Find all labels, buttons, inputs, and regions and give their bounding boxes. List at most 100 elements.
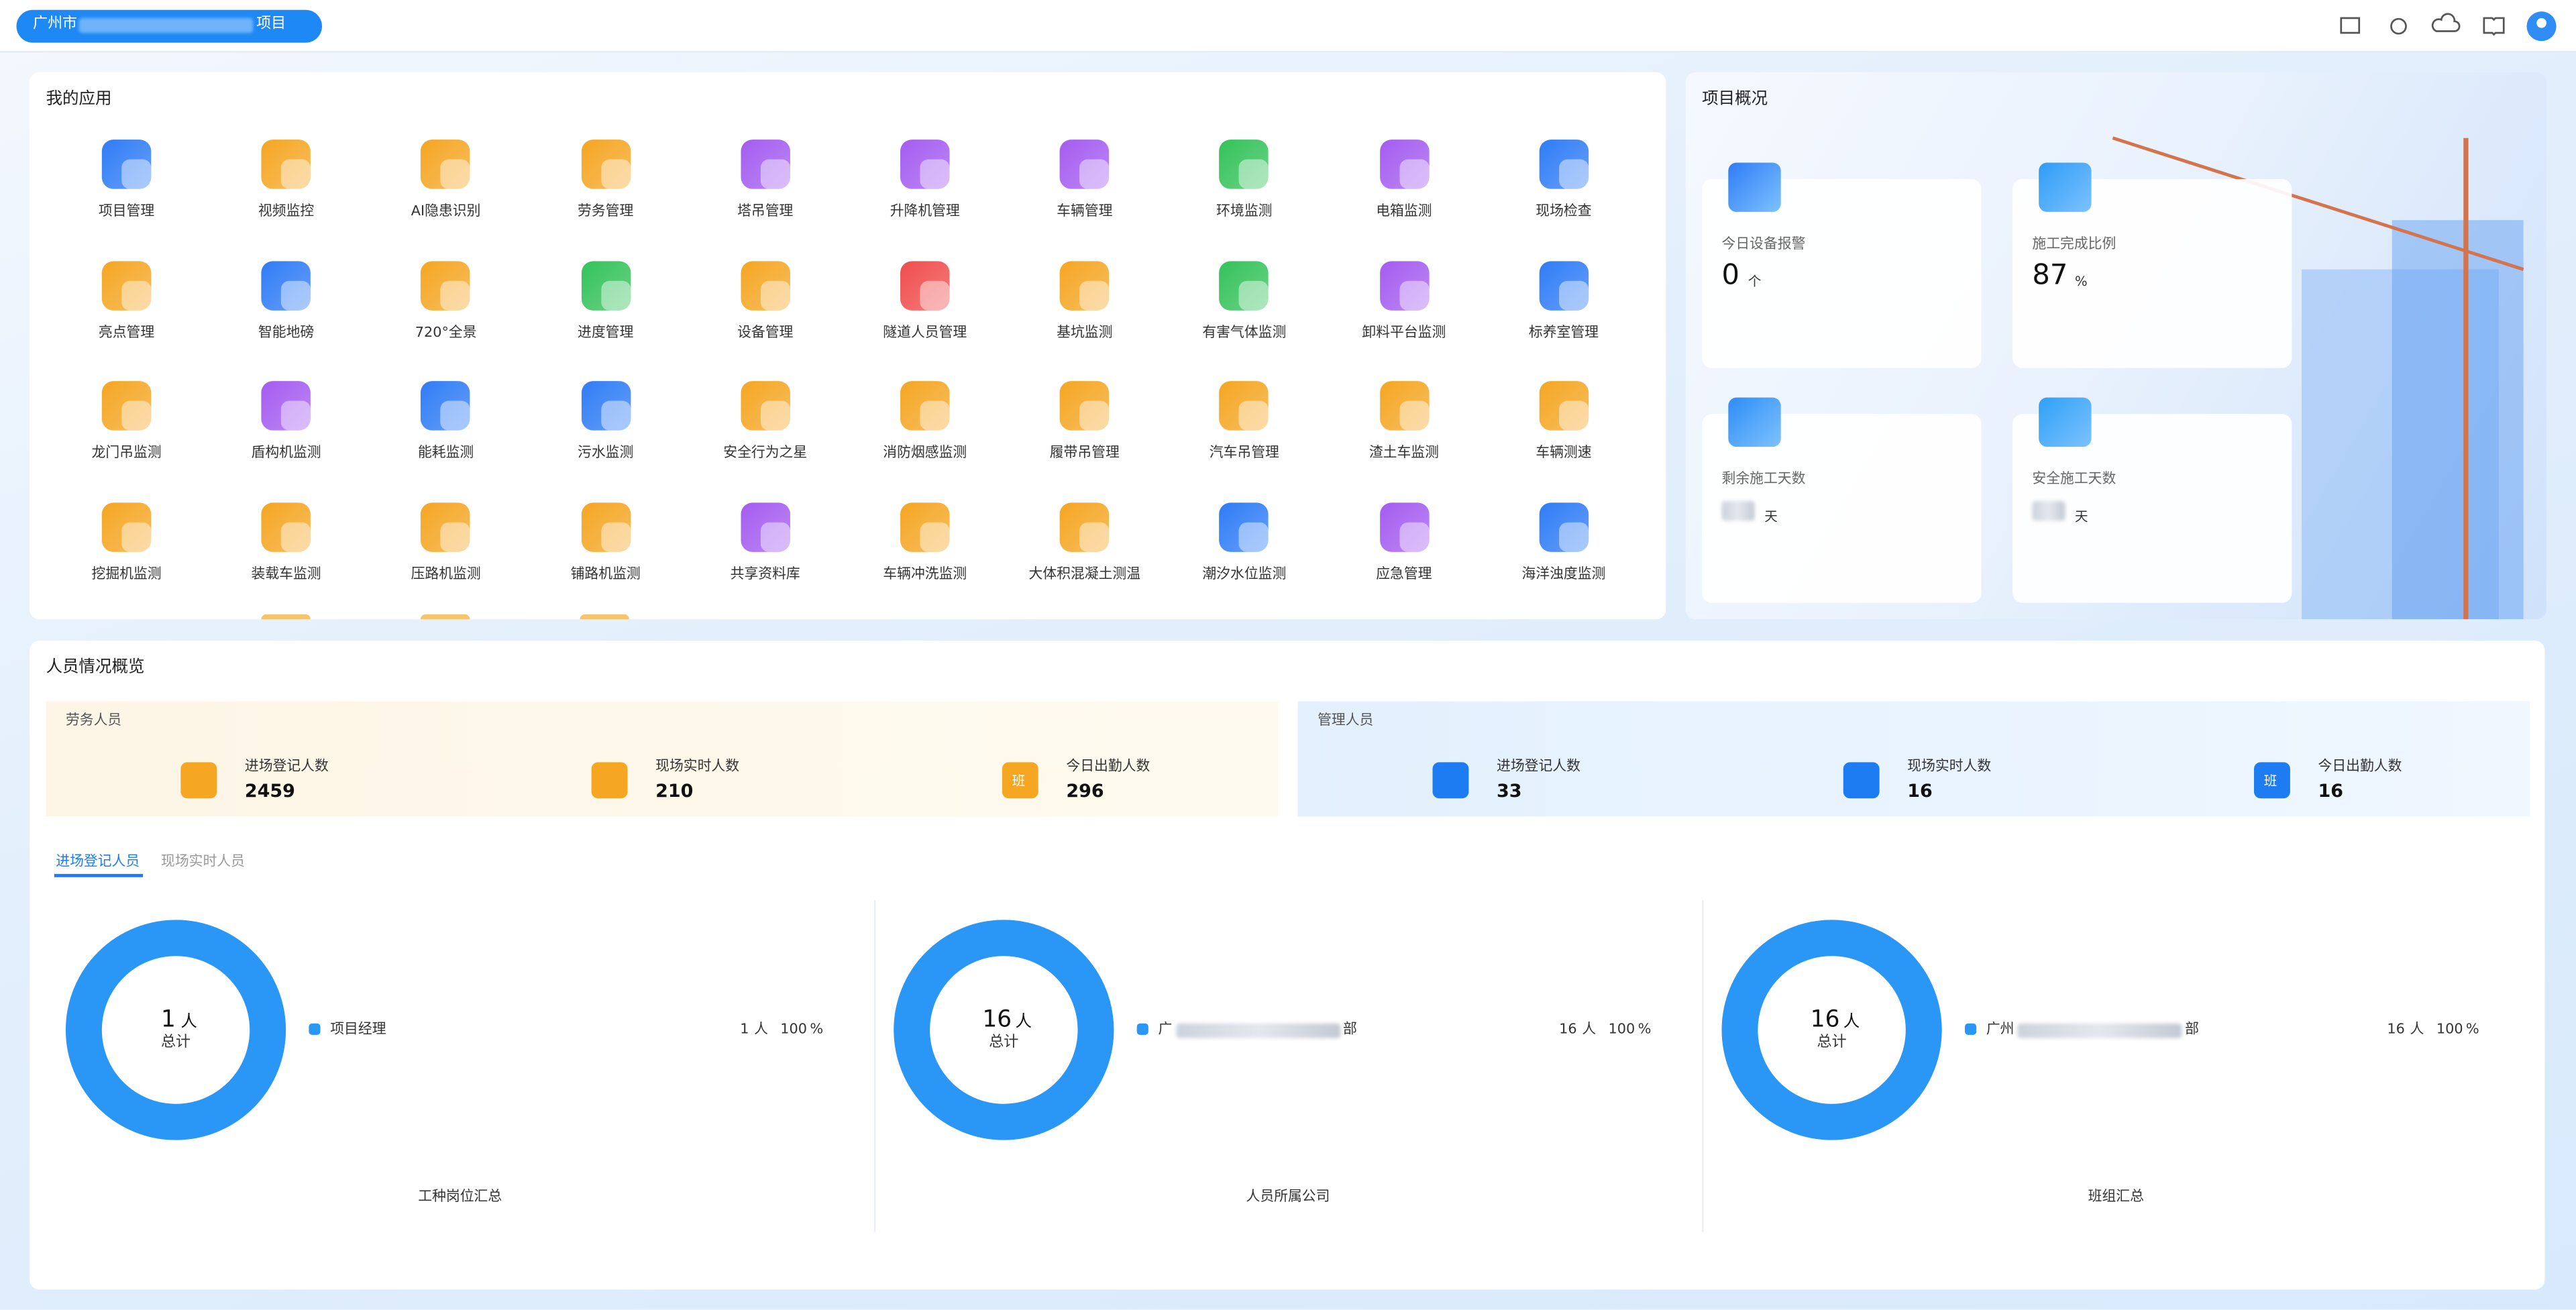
app-icon[interactable] bbox=[1539, 381, 1589, 431]
card-icon bbox=[2039, 162, 2092, 212]
donut-total-label: 总计 bbox=[160, 1034, 191, 1052]
app-name: 有害气体监测 bbox=[1202, 324, 1287, 341]
legend-label: 项目经理 bbox=[330, 1022, 386, 1038]
app-icon[interactable] bbox=[1539, 260, 1589, 310]
app-name: 电箱监测 bbox=[1376, 203, 1432, 221]
app-icon[interactable] bbox=[1379, 502, 1429, 551]
app-name: 现场检查 bbox=[1536, 203, 1592, 221]
icon-book[interactable] bbox=[2483, 17, 2505, 36]
app-name: 劳务管理 bbox=[578, 203, 634, 221]
app-icon[interactable] bbox=[580, 502, 631, 551]
app-icon-gloss bbox=[121, 280, 152, 310]
icon-cloud[interactable] bbox=[2431, 13, 2461, 32]
app-icon[interactable] bbox=[900, 260, 950, 310]
app-icon-gloss bbox=[1079, 280, 1110, 310]
app-name: 龙门吊监测 bbox=[91, 445, 162, 462]
app-icon[interactable] bbox=[261, 502, 311, 551]
avatar-head bbox=[2536, 17, 2546, 28]
legend-dot bbox=[1136, 1023, 1148, 1035]
app-icon[interactable] bbox=[580, 140, 631, 189]
stat-label: 进场登记人数 bbox=[244, 759, 329, 775]
icon-chart[interactable] bbox=[2340, 17, 2361, 34]
app-icon[interactable] bbox=[1220, 381, 1269, 431]
app-icon-gloss bbox=[600, 159, 631, 189]
app-icon[interactable] bbox=[421, 140, 471, 189]
tab-active[interactable]: 进场登记人员 bbox=[56, 854, 140, 871]
app-name: 设备管理 bbox=[737, 324, 794, 341]
legend-dot bbox=[1964, 1023, 1977, 1035]
app-icon-gloss bbox=[1399, 159, 1429, 189]
app-icon-gloss bbox=[1558, 280, 1589, 310]
app-icon[interactable] bbox=[900, 140, 950, 189]
app-name: 大体积混凝土测温 bbox=[1028, 565, 1141, 583]
app-icon[interactable] bbox=[101, 502, 152, 551]
app-icon[interactable] bbox=[261, 260, 311, 310]
app-icon[interactable] bbox=[740, 502, 790, 551]
app-icon-gloss bbox=[600, 280, 631, 310]
app-icon-gloss bbox=[121, 521, 152, 551]
app-icon[interactable] bbox=[1220, 260, 1269, 310]
app-icon[interactable] bbox=[261, 140, 311, 189]
app-icon-gloss bbox=[441, 521, 471, 551]
card-value-blurred bbox=[1721, 500, 1755, 521]
card-unit: % bbox=[2075, 274, 2088, 290]
app-icon[interactable] bbox=[1379, 381, 1429, 431]
app-icon[interactable] bbox=[580, 260, 631, 310]
staff-group bbox=[1297, 701, 2530, 817]
legend-label-end: 部 bbox=[1343, 1022, 1357, 1038]
app-icon-gloss bbox=[1079, 521, 1110, 551]
app-icon[interactable] bbox=[740, 260, 790, 310]
stat-value: 210 bbox=[655, 780, 694, 802]
app-icon-clipped bbox=[261, 614, 311, 620]
app-icon[interactable] bbox=[261, 381, 311, 431]
divider bbox=[1702, 900, 1704, 1232]
app-icon[interactable] bbox=[1060, 502, 1110, 551]
app-icon[interactable] bbox=[740, 381, 790, 431]
donut-segment[interactable] bbox=[1721, 920, 1942, 1140]
donut-segment[interactable] bbox=[894, 920, 1114, 1140]
app-icon[interactable] bbox=[900, 502, 950, 551]
stat-label: 进场登记人数 bbox=[1497, 759, 1580, 775]
app-icon[interactable] bbox=[900, 381, 950, 431]
app-icon[interactable] bbox=[1220, 140, 1269, 189]
calendar-icon-text: 班 bbox=[2263, 773, 2277, 789]
app-icon[interactable] bbox=[1060, 381, 1110, 431]
app-name: 基坑监测 bbox=[1057, 324, 1113, 341]
app-name: 进度管理 bbox=[578, 324, 634, 341]
app-icon[interactable] bbox=[580, 381, 631, 431]
app-icon[interactable] bbox=[1379, 260, 1429, 310]
app-icon[interactable] bbox=[421, 502, 471, 551]
app-icon[interactable] bbox=[1220, 502, 1269, 551]
app-icon[interactable] bbox=[101, 140, 152, 189]
app-icon-gloss bbox=[600, 400, 631, 431]
app-icon[interactable] bbox=[740, 140, 790, 189]
donut-segment[interactable] bbox=[65, 920, 286, 1140]
app-icon-gloss bbox=[1399, 400, 1429, 431]
app-icon-gloss bbox=[1239, 159, 1269, 189]
app-icon[interactable] bbox=[1379, 140, 1429, 189]
card-value: 87 bbox=[2032, 259, 2068, 292]
legend-count: 16 bbox=[1559, 1022, 1577, 1038]
app-icon[interactable] bbox=[1539, 502, 1589, 551]
legend-percent-unit: % bbox=[810, 1022, 824, 1038]
app-icon[interactable] bbox=[101, 381, 152, 431]
app-icon[interactable] bbox=[421, 260, 471, 310]
app-icon[interactable] bbox=[101, 260, 152, 310]
project-name-suffix: 项目 bbox=[256, 16, 286, 33]
app-name: 渣土车监测 bbox=[1368, 445, 1439, 462]
section-title: 项目概况 bbox=[1702, 90, 1768, 109]
app-icon-clipped bbox=[580, 614, 629, 620]
app-icon-gloss bbox=[1079, 400, 1110, 431]
tab[interactable]: 现场实时人员 bbox=[161, 854, 245, 871]
app-icon[interactable] bbox=[1060, 260, 1110, 310]
section-title: 人员情况概览 bbox=[46, 659, 145, 677]
app-name: 应急管理 bbox=[1376, 565, 1432, 583]
app-icon[interactable] bbox=[421, 381, 471, 431]
icon-settings[interactable] bbox=[2390, 17, 2407, 35]
app-icon[interactable] bbox=[1060, 140, 1110, 189]
app-icon-gloss bbox=[281, 280, 311, 310]
app-icon[interactable] bbox=[1539, 140, 1589, 189]
stat-icon bbox=[2254, 762, 2290, 799]
project-name-blur bbox=[78, 17, 254, 33]
